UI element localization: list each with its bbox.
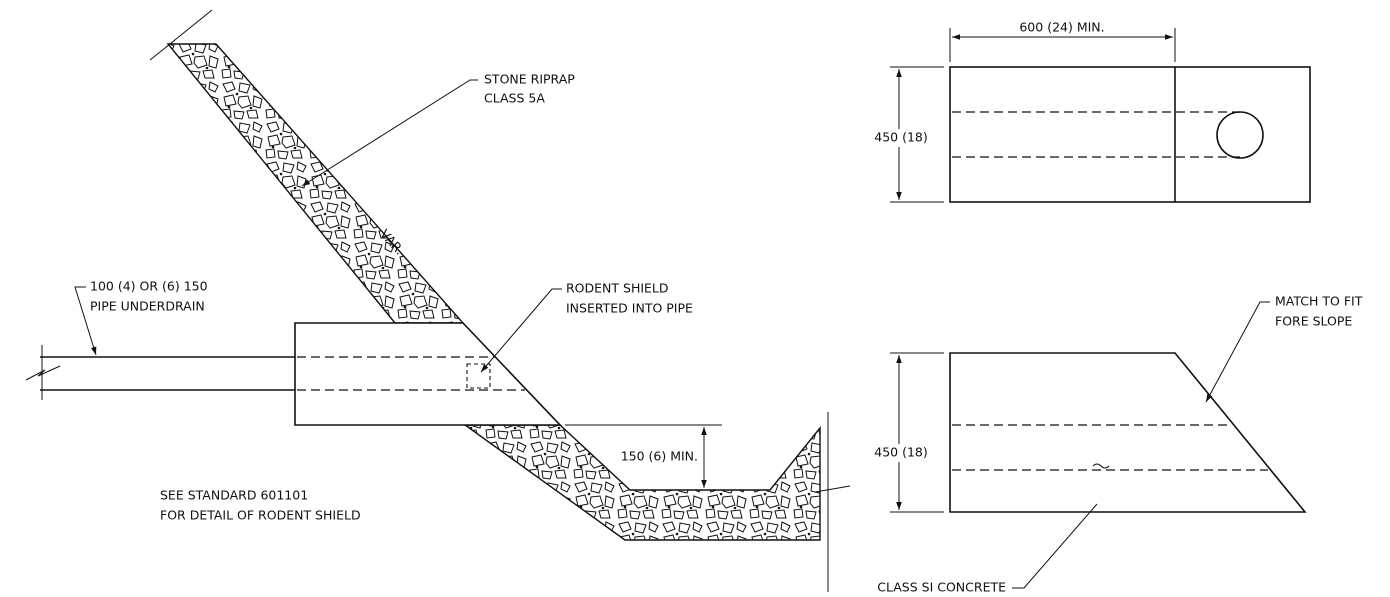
note: MATCH TO FIT — [1275, 294, 1363, 309]
elevation-view: 450 (18) MATCH TO FIT FORE SLOPE CLASS S… — [870, 294, 1363, 595]
dimension: 450 (18) — [874, 130, 928, 145]
dimension: 150 (6) MIN. — [621, 449, 698, 464]
dimension: 450 (18) — [874, 445, 928, 460]
note: FOR DETAIL OF RODENT SHIELD — [160, 508, 361, 523]
riprap-lower — [465, 425, 820, 540]
riprap-upper — [168, 44, 463, 323]
pipe-break — [26, 345, 60, 400]
note: RODENT SHIELD — [566, 281, 669, 296]
leader — [75, 287, 96, 355]
leader — [1206, 302, 1270, 402]
note: 100 (4) OR (6) 150 — [90, 279, 208, 294]
leader — [1012, 504, 1097, 588]
note: STONE RIPRAP — [484, 72, 575, 87]
note: CLASS SI CONCRETE — [877, 580, 1006, 595]
page: STONE RIPRAP CLASS 5A VAR. 100 (4) OR (6… — [0, 0, 1390, 597]
plan-view: 600 (24) MIN. 450 (18) — [870, 20, 1310, 203]
outlet-block — [950, 353, 1305, 512]
headwall — [295, 323, 560, 425]
note: CLASS 5A — [484, 91, 545, 106]
concrete-mark — [1093, 464, 1109, 468]
note: SEE STANDARD 601101 — [160, 488, 308, 503]
note: PIPE UNDERDRAIN — [90, 299, 205, 314]
pipe-opening — [1217, 112, 1263, 158]
note: INSERTED INTO PIPE — [566, 301, 693, 316]
drawing: STONE RIPRAP CLASS 5A VAR. 100 (4) OR (6… — [0, 0, 1390, 597]
outlet-block — [950, 67, 1310, 202]
note: FORE SLOPE — [1275, 314, 1352, 329]
dimension: 600 (24) MIN. — [1019, 20, 1104, 35]
section-view: STONE RIPRAP CLASS 5A VAR. 100 (4) OR (6… — [26, 10, 850, 592]
